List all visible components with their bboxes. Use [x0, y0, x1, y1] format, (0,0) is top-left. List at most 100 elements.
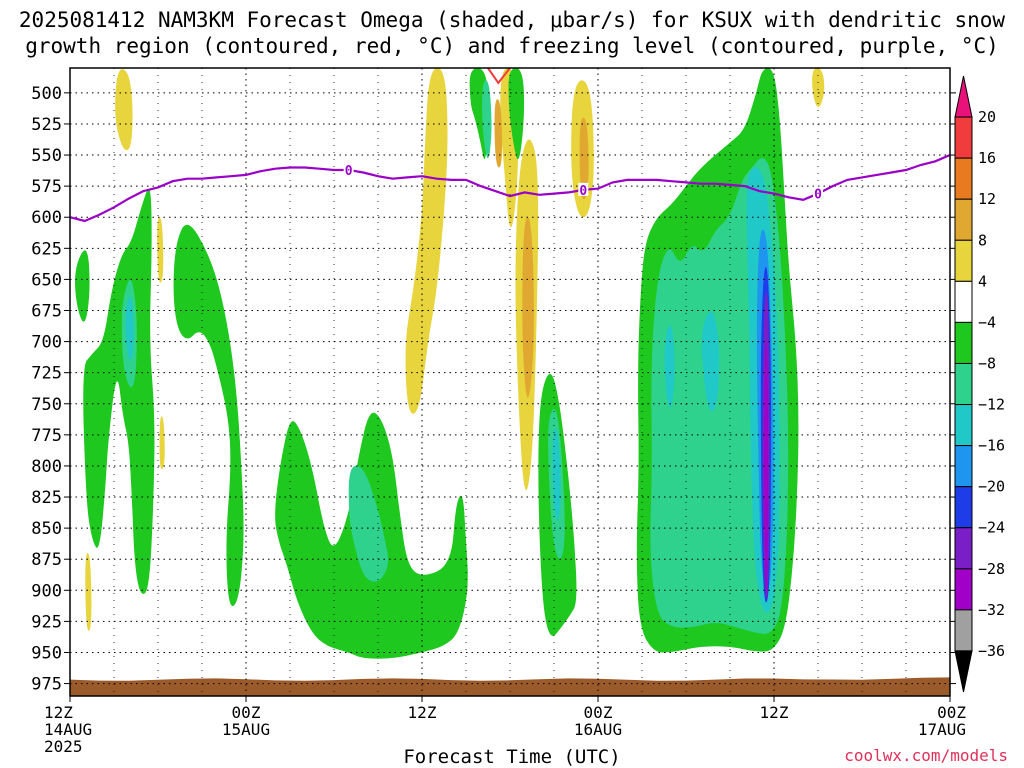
omega-region-28	[701, 311, 720, 412]
x-tick-label: 17AUG	[918, 720, 966, 739]
omega-region-9	[522, 217, 534, 398]
colorbar-bin	[954, 609, 973, 652]
freezing-level-label: 0	[579, 184, 587, 199]
y-axis: 500 525 550 575 600 625 650 675 700 725 750 775 800 8…	[31, 84, 956, 695]
chart-title-line2: growth region (contoured, red, °C) and f…	[25, 34, 999, 58]
y-tick-label: 650	[31, 270, 62, 290]
colorbar-label: −28	[978, 560, 1005, 578]
colorbar-label: 16	[978, 149, 996, 167]
y-tick-label: 700	[31, 333, 62, 353]
colorbar-bin	[954, 116, 973, 159]
omega-region-23	[482, 80, 492, 159]
freezing-label-bg	[343, 162, 354, 176]
colorbar-label: −16	[978, 437, 1005, 455]
y-tick-label: 900	[31, 581, 62, 601]
y-tick-label: 850	[31, 519, 62, 539]
omega-region-21	[348, 465, 389, 582]
y-tick-label: 800	[31, 457, 62, 477]
omega-region-26	[552, 428, 561, 521]
freezing-level-label: 0	[814, 188, 822, 203]
colorbar-label: −4	[978, 313, 996, 331]
y-tick-label: 925	[31, 612, 62, 632]
colorbar-label: −32	[978, 601, 1005, 619]
y-tick-label: 825	[31, 488, 62, 508]
colorbar-label: −20	[978, 478, 1005, 496]
x-tick-label: 12Z	[408, 703, 437, 722]
omega-region-6	[85, 553, 92, 631]
x-tick-label: 12Z	[760, 703, 789, 722]
chart-title-line1: 2025081412 NAM3KM Forecast Omega (shaded…	[18, 8, 1006, 32]
y-tick-label: 625	[31, 239, 62, 259]
omega-region-2	[405, 68, 448, 414]
x-tick-label: 00Z	[232, 703, 261, 722]
y-tick-label: 500	[31, 84, 62, 104]
colorbar-bin	[954, 445, 973, 488]
y-tick-label: 725	[31, 364, 62, 384]
y-tick-label: 575	[31, 177, 62, 197]
omega-region-7	[157, 217, 164, 283]
omega-region-12	[75, 250, 90, 322]
credit-text: coolwx.com/models	[844, 746, 1008, 765]
y-tick-label: 600	[31, 208, 62, 228]
contour-overlays: 0 0 0	[70, 68, 950, 223]
omega-region-11	[494, 99, 503, 168]
colorbar-bin	[954, 280, 973, 323]
omega-region-0	[115, 69, 133, 151]
colorbar-bin	[954, 321, 973, 364]
x-tick-label: 2025	[44, 737, 83, 756]
colorbar-cap-top	[954, 75, 973, 118]
x-tick-label: 16AUG	[574, 720, 622, 739]
plot-frame	[69, 67, 951, 697]
omega-region-10	[579, 117, 589, 200]
colorbar-label: 4	[978, 272, 987, 290]
y-tick-label: 950	[31, 643, 62, 663]
dendritic-growth-contour	[487, 68, 511, 85]
omega-shading	[70, 68, 950, 696]
colorbar-label: −12	[978, 396, 1005, 414]
colorbar-bin	[954, 404, 973, 447]
y-tick-label: 675	[31, 301, 62, 321]
colorbar-label: −8	[978, 354, 996, 372]
colorbar-label: 20	[978, 108, 996, 126]
colorbar-bin	[954, 239, 973, 282]
omega-region-33	[764, 341, 768, 594]
y-tick-label: 525	[31, 115, 62, 135]
colorbar-label: 12	[978, 190, 996, 208]
omega-region-25	[125, 296, 134, 361]
colorbar-label: 8	[978, 231, 987, 249]
colorbar-bin	[954, 198, 973, 241]
freezing-level-label: 0	[345, 164, 353, 179]
freezing-level-line	[70, 153, 950, 223]
colorbar-bin	[954, 362, 973, 406]
x-tick-label: 15AUG	[222, 720, 270, 739]
colorbar: 20 16 12 8 4 −4 −8 −12 −16 −20 −24 −28 −32 −36	[954, 75, 1005, 693]
colorbar-bin	[954, 157, 973, 200]
omega-region-1	[812, 68, 825, 107]
freezing-label-bg	[578, 182, 589, 196]
omega-region-8	[159, 416, 165, 470]
y-tick-label: 775	[31, 426, 62, 446]
colorbar-bin	[954, 527, 973, 570]
x-tick-label: 14AUG	[44, 720, 92, 739]
grid-lines	[70, 68, 950, 696]
y-tick-label: 550	[31, 146, 62, 166]
y-tick-label: 750	[31, 395, 62, 415]
y-tick-label: 875	[31, 550, 62, 570]
x-tick-label: 00Z	[584, 703, 613, 722]
colorbar-bin	[954, 486, 973, 529]
colorbar-label: −36	[978, 642, 1005, 660]
colorbar-cap-bottom	[954, 650, 973, 693]
ground-surface	[70, 677, 950, 696]
omega-region-14	[173, 224, 244, 607]
omega-region-27	[664, 324, 675, 408]
y-tick-label: 975	[31, 675, 62, 695]
omega-region-13	[83, 188, 155, 594]
colorbar-label: −24	[978, 519, 1005, 537]
x-axis-title: Forecast Time (UTC)	[403, 746, 621, 768]
omega-region-17	[508, 68, 525, 160]
colorbar-bin	[954, 568, 973, 611]
x-tick-label: 12Z	[44, 703, 73, 722]
freezing-label-bg	[813, 186, 823, 200]
